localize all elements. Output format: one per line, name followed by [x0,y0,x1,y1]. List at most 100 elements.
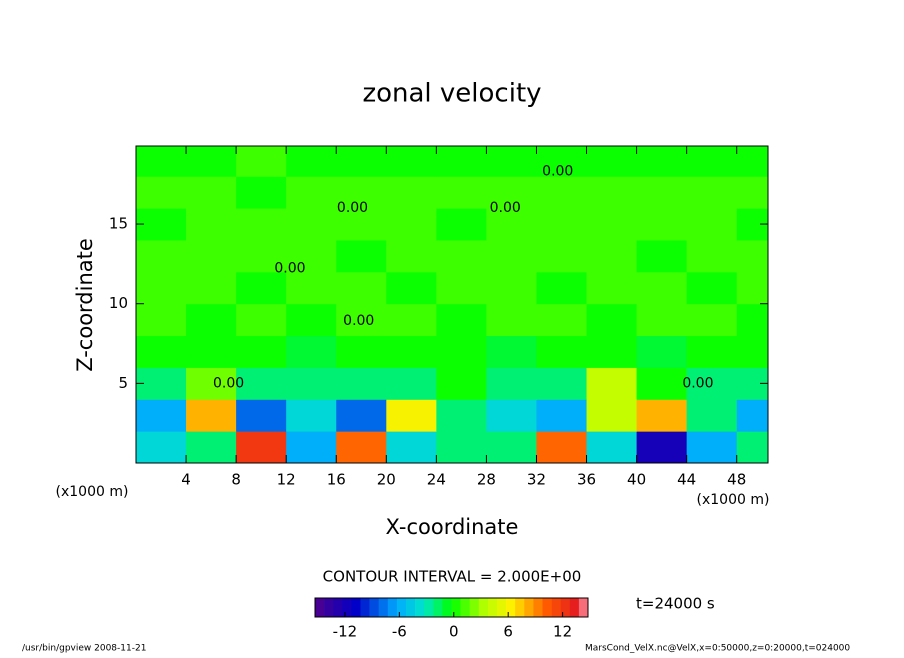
cell [586,239,638,273]
contour-label: 0.00 [490,200,521,216]
cell [736,399,768,432]
cell [336,146,387,177]
footer-right: MarsCond_VelX.nc@VelX,x=0:50000,z=0:2000… [585,644,850,654]
cell [686,271,738,305]
colorbar-cell [387,598,398,617]
cell [286,176,337,209]
x-tick-label: 8 [231,471,241,489]
cell [186,208,237,241]
x-tick-label: 44 [677,471,696,489]
cell [536,146,588,177]
x-tick-label: 4 [181,471,191,489]
cell [636,176,688,209]
cell [436,176,487,209]
cell [636,208,688,241]
y-tick-label: 15 [109,215,128,233]
colorbar-cell [369,598,379,617]
cell [136,431,187,463]
cell [336,303,387,337]
colorbar-cell [506,598,516,617]
contour-label: 0.00 [274,261,305,277]
cell [336,176,387,209]
cell [436,239,487,273]
cell [636,431,688,463]
cell [486,146,537,177]
cell [386,399,437,432]
cell [436,271,487,305]
cell [586,367,638,400]
cell [586,146,638,177]
field [136,146,768,463]
cell [286,239,337,273]
cell [136,208,187,241]
cell [136,146,187,177]
cell [536,399,588,432]
x-tick-label: 32 [527,471,546,489]
cell [486,208,537,241]
cell [386,367,437,400]
cell [736,431,768,463]
time-label: t=24000 s [636,595,715,613]
cell [636,303,688,337]
colorbar-cell [360,598,370,617]
y-tick-label: 5 [118,374,128,392]
cell [136,239,187,273]
cell [336,431,387,463]
y-axis-label: Z-coordinate [73,238,97,372]
cell [686,208,738,241]
colorbar-cell [415,598,425,617]
colorbar-tick-label: -12 [333,623,358,641]
colorbar-cell [533,598,543,617]
cell [586,176,638,209]
cell [636,271,688,305]
cell [686,399,738,432]
cell [136,335,187,368]
colorbar-cell [487,598,498,617]
colorbar-cell [560,598,571,617]
cell [486,239,537,273]
cell [236,303,287,337]
cell [236,239,287,273]
cell [286,146,337,177]
cell [586,303,638,337]
cell [236,271,287,305]
x-tick-label: 24 [427,471,446,489]
cell [586,271,638,305]
cell [486,335,537,368]
colorbar-frame [314,597,589,618]
colorbar-cell [342,598,352,617]
cell [386,335,437,368]
y-unit: (x1000 m) [56,484,129,500]
x-tick-label: 40 [627,471,646,489]
cell [536,271,588,305]
cell [536,335,588,368]
colorbar-tick-label: 6 [503,623,513,641]
contour-label: 0.00 [682,375,713,391]
colorbar-cell [333,598,343,617]
cell [386,303,437,337]
cell [386,431,437,463]
cell [236,367,287,400]
cell [186,239,237,273]
cell [236,146,287,177]
cell [286,367,337,400]
colorbar-tick-label: 12 [553,623,572,641]
cell [136,367,187,400]
cell [386,146,437,177]
colorbar-cell [424,598,434,617]
cell [286,208,337,241]
cell [286,399,337,432]
x-axis-label: X-coordinate [386,515,519,539]
cell [286,431,337,463]
cell [336,335,387,368]
colorbar-cell [524,598,534,617]
contour-label: 0.00 [542,163,573,179]
cell [536,176,588,209]
x-tick-label: 36 [577,471,596,489]
cell [436,399,487,432]
x-tick-label: 48 [727,471,746,489]
cell [736,303,768,337]
cell [136,303,187,337]
x-tick-label: 12 [277,471,296,489]
